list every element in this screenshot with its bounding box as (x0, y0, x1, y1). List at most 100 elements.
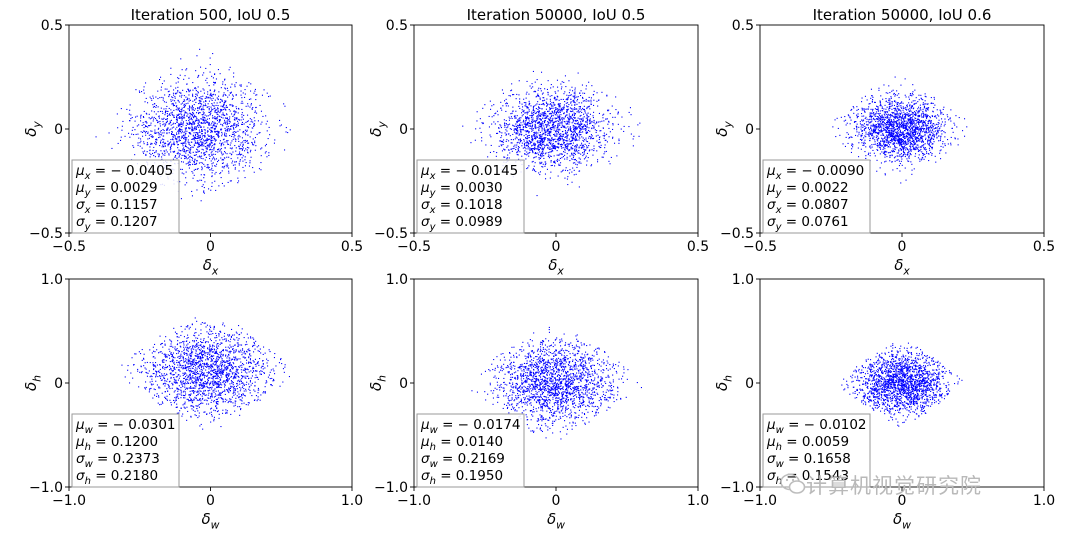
scatter-point (188, 161, 190, 163)
scatter-point (532, 168, 534, 170)
scatter-point (580, 119, 582, 121)
scatter-point (549, 155, 551, 157)
scatter-point (201, 129, 203, 131)
scatter-point (583, 148, 585, 150)
scatter-point (229, 147, 231, 149)
scatter-point (585, 100, 587, 102)
scatter-point (134, 154, 136, 156)
scatter-point (928, 144, 930, 146)
scatter-point (886, 117, 888, 119)
scatter-point (937, 130, 939, 132)
scatter-point (580, 128, 582, 130)
scatter-point (916, 133, 918, 135)
scatter-point (185, 150, 187, 152)
scatter-point (559, 119, 561, 121)
scatter-point (514, 125, 516, 127)
scatter-point (903, 148, 905, 150)
scatter-point (224, 151, 226, 153)
scatter-point (564, 136, 566, 138)
scatter-point (869, 121, 871, 123)
scatter-point (237, 125, 239, 127)
scatter-point (896, 114, 898, 116)
scatter-point (534, 120, 536, 122)
scatter-point (223, 107, 225, 109)
scatter-point (551, 137, 553, 139)
scatter-point (602, 127, 604, 129)
scatter-point (519, 101, 521, 103)
scatter-point (219, 120, 221, 122)
scatter-point (876, 159, 878, 161)
scatter-point (212, 121, 214, 123)
scatter-point (538, 148, 540, 150)
scatter-point (879, 153, 881, 155)
scatter-point (198, 144, 200, 146)
scatter-point (890, 105, 892, 107)
scatter-point (210, 146, 212, 148)
scatter-point (873, 112, 875, 114)
scatter-point (869, 138, 871, 140)
scatter-point (493, 151, 495, 153)
scatter-point (224, 100, 226, 102)
scatter-point (181, 116, 183, 118)
scatter-point (239, 129, 241, 131)
scatter-point (550, 160, 552, 162)
scatter-point (536, 119, 538, 121)
scatter-point (922, 121, 924, 123)
scatter-point (846, 122, 848, 124)
scatter-point (566, 138, 568, 140)
scatter-point (543, 157, 545, 159)
scatter-point (583, 140, 585, 142)
scatter-point (514, 115, 516, 117)
scatter-point (166, 151, 168, 153)
scatter-point (890, 136, 892, 138)
scatter-point (566, 132, 568, 134)
scatter-point (121, 125, 123, 127)
scatter-point (930, 138, 932, 140)
scatter-point (184, 117, 186, 119)
scatter-point (184, 138, 186, 140)
scatter-point (868, 106, 870, 108)
scatter-point (570, 134, 572, 136)
scatter-point (234, 138, 236, 140)
scatter-point (881, 130, 883, 132)
scatter-point (919, 129, 921, 131)
scatter-point (905, 154, 907, 156)
scatter-point (543, 147, 545, 149)
scatter-point (569, 117, 571, 119)
scatter-point (919, 150, 921, 152)
scatter-point (500, 144, 502, 146)
scatter-point (152, 97, 154, 99)
scatter-point (566, 178, 568, 180)
scatter-point (577, 135, 579, 137)
scatter-point (180, 129, 182, 131)
scatter-point (177, 77, 179, 79)
scatter-point (166, 133, 168, 135)
scatter-point (904, 125, 906, 127)
scatter-point (922, 102, 924, 104)
scatter-point (183, 173, 185, 175)
stats-line: μx = − 0.0405 (75, 163, 173, 182)
scatter-point (264, 145, 266, 147)
scatter-point (185, 137, 187, 139)
scatter-point (575, 135, 577, 137)
scatter-point (505, 133, 507, 135)
scatter-point (177, 81, 179, 83)
scatter-point (188, 108, 190, 110)
scatter-point (871, 120, 873, 122)
scatter-point (237, 112, 239, 114)
scatter-point (894, 108, 896, 110)
scatter-point (573, 169, 575, 171)
scatter-point (239, 160, 241, 162)
scatter-point (206, 139, 208, 141)
scatter-point (553, 103, 555, 105)
scatter-point (223, 138, 225, 140)
scatter-point (544, 165, 546, 167)
scatter-point (950, 142, 952, 144)
scatter-point (204, 129, 206, 131)
scatter-point (894, 131, 896, 133)
scatter-point (538, 141, 540, 143)
scatter-point (908, 118, 910, 120)
scatter-point (257, 120, 259, 122)
scatter-point (182, 142, 184, 144)
scatter-point (539, 171, 541, 173)
